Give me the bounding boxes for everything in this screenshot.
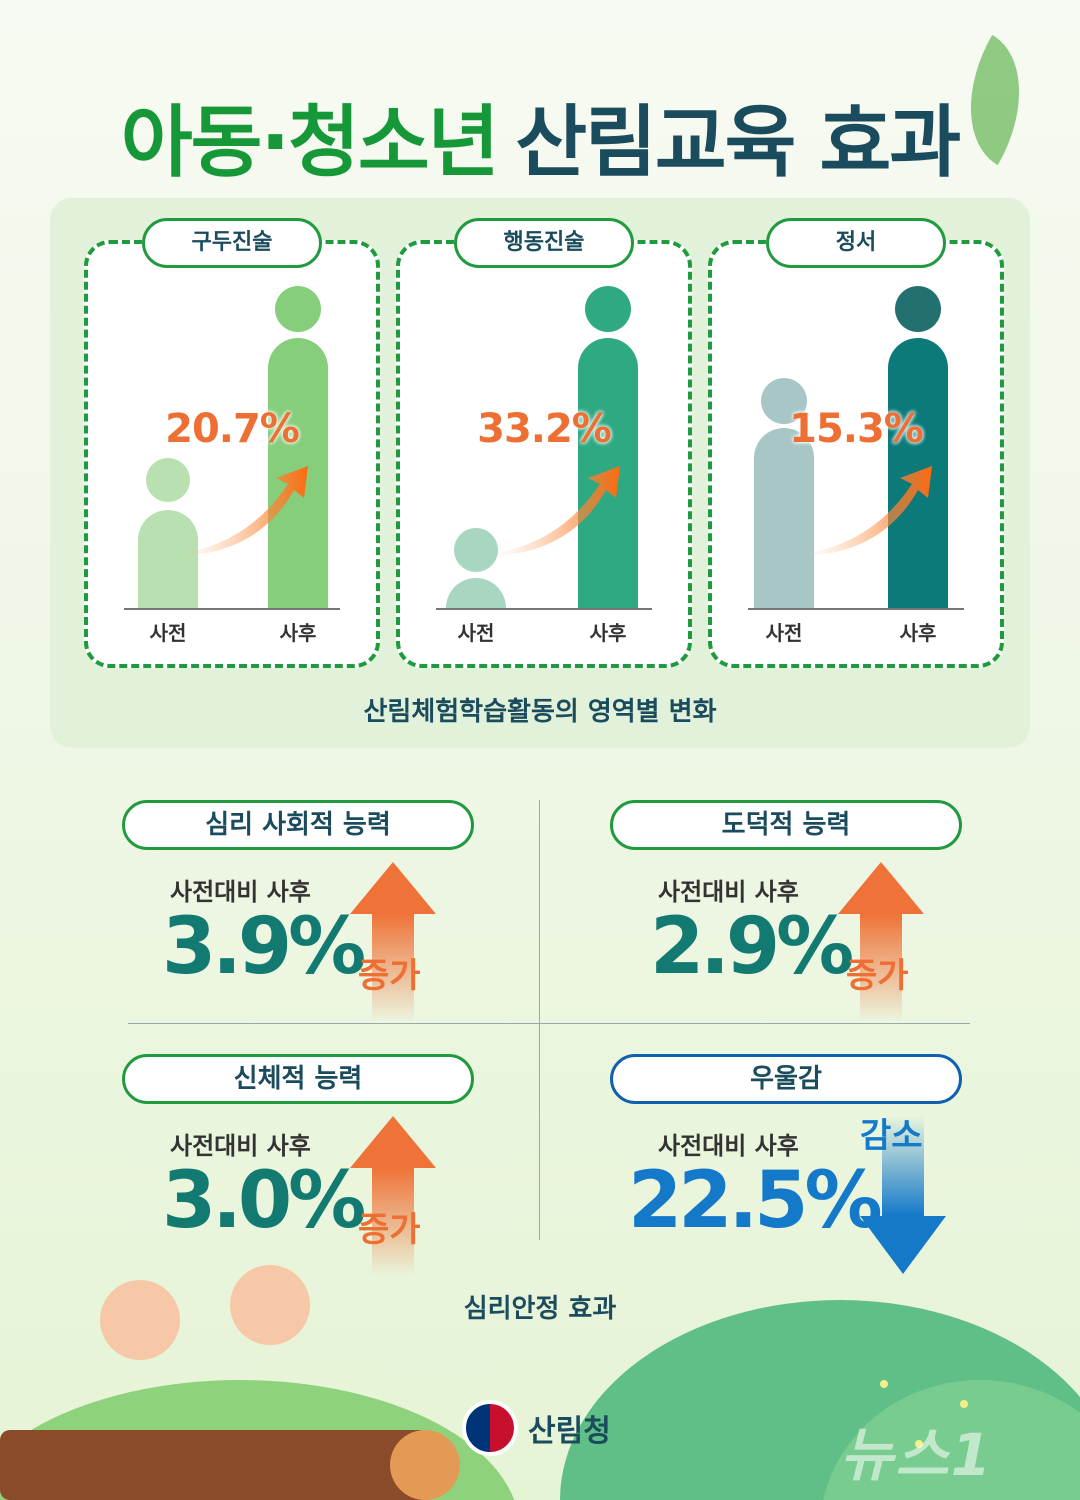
change-value: 20.7% [165, 406, 300, 452]
increase-arrow-icon [490, 466, 620, 556]
x-label-before: 사전 [457, 621, 495, 645]
before-figure [446, 528, 506, 608]
change-value: 15.3% [789, 406, 924, 452]
title-part2: 산림교육 효과 [515, 98, 961, 188]
down-arrow-icon [860, 1116, 946, 1276]
page-title: 아동·청소년 산림교육 효과 [0, 80, 1080, 192]
stat-direction: 증가 [358, 1210, 421, 1250]
up-arrow-icon [838, 862, 924, 1022]
x-label-after: 사후 [899, 621, 937, 645]
x-label-before: 사전 [149, 621, 187, 645]
child-illustration [230, 1265, 310, 1345]
stat-depression: 우울감 사전대비 사후 22.5% 감소 [610, 1054, 970, 1274]
watermark: 뉴스1 [840, 1421, 994, 1489]
before-figure [754, 378, 814, 608]
baseline [124, 608, 340, 610]
stat-value: 22.5% [628, 1156, 883, 1246]
stat-label: 신체적 능력 [122, 1054, 474, 1104]
chart-label: 정서 [766, 218, 946, 268]
sparkle-decoration [880, 1380, 888, 1388]
divider [128, 1023, 970, 1024]
x-label-after: 사후 [279, 621, 317, 645]
chart-caption: 산림체험학습활동의 영역별 변화 [363, 697, 717, 727]
stat-subtitle: 사전대비 사후 [170, 1132, 311, 1160]
baseline [436, 608, 652, 610]
increase-arrow-icon [178, 466, 308, 556]
x-label-before: 사전 [765, 621, 803, 645]
sparkle-decoration [915, 1440, 923, 1448]
stat-subtitle: 사전대비 사후 [658, 878, 799, 906]
chart-panel: 구두진술 20.7% 사전 사후 행동진술 [50, 198, 1030, 748]
taegeuk-icon [462, 1400, 518, 1456]
effect-caption: 심리안정 효과 [463, 1294, 617, 1324]
stat-label: 심리 사회적 능력 [122, 800, 474, 850]
child-illustration [100, 1280, 180, 1360]
stat-direction: 감소 [860, 1116, 923, 1156]
stat-label: 우울감 [610, 1054, 962, 1104]
log-illustration [0, 1430, 430, 1500]
up-arrow-icon [350, 862, 436, 1022]
up-arrow-icon [350, 1116, 436, 1276]
increase-arrow-icon [802, 466, 932, 556]
org-name: 산림청 [528, 1414, 611, 1449]
chart-verbal: 구두진술 20.7% 사전 사후 [84, 218, 380, 668]
sparkle-decoration [960, 1400, 968, 1408]
chart-label: 행동진술 [454, 218, 634, 268]
chart-emotion: 정서 15.3% 사전 사후 [708, 218, 1004, 668]
log-end-illustration [390, 1430, 460, 1500]
x-label-after: 사후 [589, 621, 627, 645]
stat-moral: 도덕적 능력 사전대비 사후 2.9% 증가 [610, 800, 970, 1022]
stat-psychosocial: 심리 사회적 능력 사전대비 사후 3.9% 증가 [122, 800, 482, 1022]
stat-label: 도덕적 능력 [610, 800, 962, 850]
title-part1: 아동·청소년 [120, 98, 499, 188]
stat-direction: 증가 [846, 956, 909, 996]
stat-physical: 신체적 능력 사전대비 사후 3.0% 증가 [122, 1054, 482, 1276]
change-value: 33.2% [477, 406, 612, 452]
stat-direction: 증가 [358, 956, 421, 996]
before-figure [138, 458, 198, 608]
divider [539, 800, 540, 1240]
org-logo: 산림청 [462, 1400, 611, 1456]
stat-subtitle: 사전대비 사후 [170, 878, 311, 906]
stat-subtitle: 사전대비 사후 [658, 1132, 799, 1160]
stat-value: 2.9% [650, 902, 854, 992]
chart-label: 구두진술 [142, 218, 322, 268]
chart-behavior: 행동진술 33.2% 사전 사후 [396, 218, 692, 668]
stat-value: 3.0% [162, 1156, 366, 1246]
stat-value: 3.9% [162, 902, 366, 992]
baseline [748, 608, 964, 610]
